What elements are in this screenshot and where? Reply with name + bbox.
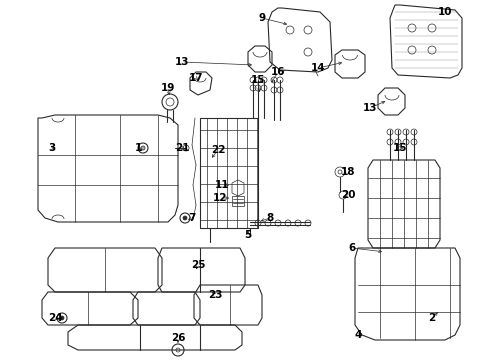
Text: 15: 15 (250, 75, 264, 85)
Text: 26: 26 (170, 333, 185, 343)
Text: 12: 12 (212, 193, 227, 203)
Text: 19: 19 (161, 83, 175, 93)
Text: 24: 24 (48, 313, 62, 323)
Text: 1: 1 (134, 143, 142, 153)
Bar (231, 196, 244, 206)
Text: 13: 13 (174, 57, 189, 67)
Text: 7: 7 (188, 213, 195, 223)
Text: 18: 18 (340, 167, 354, 177)
Text: 22: 22 (210, 145, 225, 155)
Text: 21: 21 (174, 143, 189, 153)
Text: 11: 11 (214, 180, 229, 190)
Text: 25: 25 (190, 260, 205, 270)
Text: 2: 2 (427, 313, 435, 323)
Text: 13: 13 (362, 103, 376, 113)
Text: 4: 4 (354, 330, 361, 340)
Text: 17: 17 (188, 73, 203, 83)
Text: 15: 15 (392, 143, 407, 153)
Bar (200, 118, 258, 228)
Text: 5: 5 (244, 230, 251, 240)
Text: 23: 23 (207, 290, 222, 300)
Text: 20: 20 (340, 190, 354, 200)
Text: 8: 8 (266, 213, 273, 223)
Circle shape (141, 146, 145, 150)
Text: 6: 6 (347, 243, 355, 253)
Text: 10: 10 (437, 7, 451, 17)
Text: 9: 9 (258, 13, 265, 23)
Circle shape (60, 316, 64, 320)
Text: 3: 3 (48, 143, 56, 153)
Text: 16: 16 (270, 67, 285, 77)
Text: 14: 14 (310, 63, 325, 73)
Circle shape (183, 216, 186, 220)
